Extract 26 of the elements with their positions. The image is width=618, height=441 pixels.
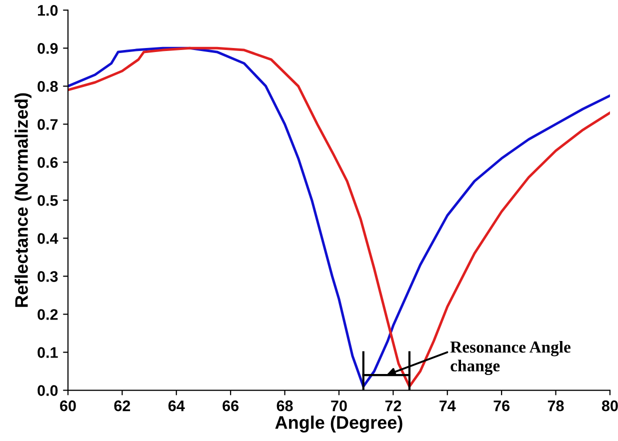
y-tick-label: 1.0: [38, 5, 58, 16]
x-tick-label: 70: [331, 400, 347, 412]
x-tick-label: 72: [385, 400, 402, 412]
x-tick-label: 64: [168, 400, 185, 412]
x-tick-label: 62: [114, 400, 130, 412]
y-tick-label: 0.1: [38, 347, 58, 358]
y-axis-title: Reflectance (Normalized): [14, 93, 32, 307]
y-tick-label: 0.7: [38, 119, 58, 130]
y-tick-label: 0.0: [38, 385, 58, 396]
x-tick-label: 66: [222, 400, 239, 412]
y-tick-label: 0.5: [38, 195, 58, 206]
y-tick-label: 0.9: [38, 43, 58, 54]
x-tick-label: 68: [276, 400, 293, 412]
y-tick-label: 0.6: [38, 157, 58, 168]
line-series: [68, 46, 610, 388]
x-tick-label: 80: [602, 400, 618, 412]
y-tick-label: 0.8: [38, 81, 58, 92]
y-tick-label: 0.3: [38, 271, 58, 282]
x-tick-label: 74: [440, 400, 456, 412]
y-tick-label: 0.4: [38, 233, 58, 244]
x-axis-title: Angle (Degree): [275, 416, 402, 433]
x-tick-label: 60: [60, 400, 76, 412]
x-tick-label: 78: [548, 400, 564, 412]
x-tick-label: 76: [494, 400, 510, 412]
y-tick-label: 0.2: [38, 309, 58, 320]
annotation: Resonance Angle change: [450, 340, 570, 375]
